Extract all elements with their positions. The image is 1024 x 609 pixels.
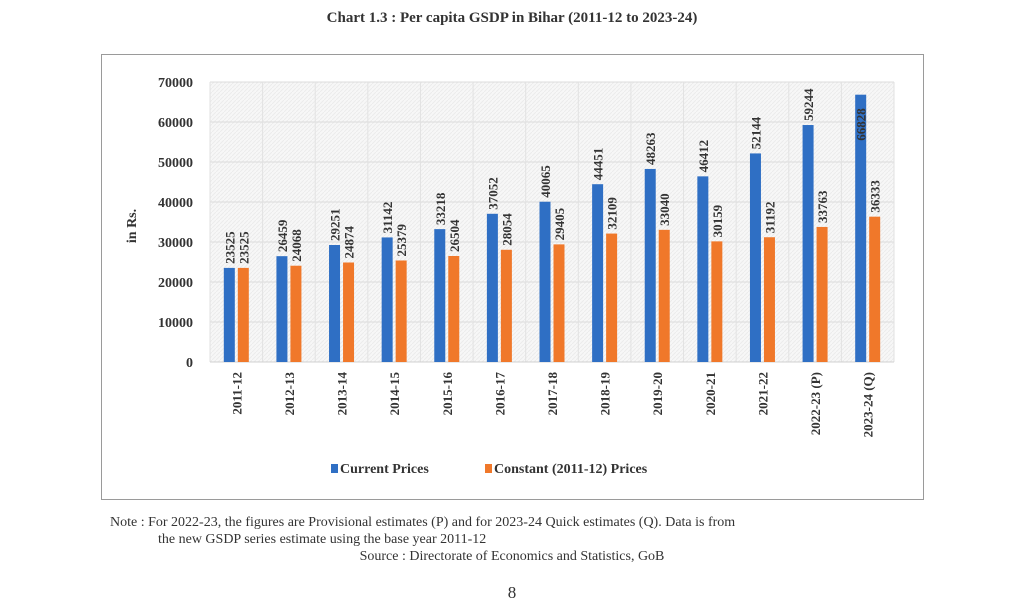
- bar-current-prices: [592, 184, 604, 362]
- data-label: 26459: [275, 219, 290, 252]
- bar-current-prices: [434, 229, 446, 362]
- x-tick-label: 2012-13: [282, 372, 297, 416]
- bar-constant-prices: [448, 255, 460, 362]
- bar-current-prices: [644, 168, 656, 362]
- legend-swatch-constant: [485, 464, 492, 473]
- x-axis-ticks: 2011-12 2012-13 2013-14 2014-15 2015-16 2016-…: [229, 372, 875, 438]
- note-line-1: Note : For 2022-23, the figures are Prov…: [110, 515, 736, 530]
- bar-constant-prices: [869, 216, 881, 362]
- data-label: 23525: [222, 231, 237, 264]
- data-label: 29405: [552, 207, 567, 240]
- legend-swatch-current: [331, 464, 338, 473]
- source-text: Source : Directorate of Economics and St…: [359, 549, 665, 564]
- x-tick-label: 2023-24 (Q): [861, 372, 876, 437]
- x-tick-label: 2018-19: [598, 372, 613, 416]
- y-tick-label: 0: [186, 356, 193, 371]
- note: Note : For 2022-23, the figures are Prov…: [110, 514, 930, 548]
- bar-current-prices: [749, 153, 761, 362]
- bar-constant-prices: [343, 262, 355, 362]
- y-tick-label: 30000: [158, 236, 193, 251]
- y-tick-label: 70000: [158, 76, 193, 91]
- x-tick-label: 2020-21: [703, 372, 718, 415]
- data-label: 33218: [433, 192, 448, 225]
- bar-current-prices: [855, 94, 867, 363]
- x-tick-label: 2015-16: [440, 372, 455, 416]
- y-tick-label: 60000: [158, 116, 193, 131]
- data-label: 31142: [380, 202, 395, 234]
- bar-constant-prices: [290, 265, 302, 362]
- gridlines: [209, 81, 895, 363]
- x-tick-label: 2014-15: [387, 372, 402, 416]
- bar-constant-prices: [711, 241, 723, 362]
- y-axis-label: in Rs.: [125, 209, 140, 243]
- x-tick-label: 2022-23 (P): [808, 372, 823, 435]
- bar-constant-prices: [763, 237, 775, 362]
- x-tick-label: 2021-22: [755, 372, 770, 415]
- data-label: 46412: [696, 140, 711, 173]
- data-label: 37052: [485, 177, 500, 210]
- plot-area: [210, 82, 894, 362]
- chart-title: Chart 1.3 : Per capita GSDP in Bihar (20…: [326, 10, 698, 26]
- bar-constant-prices: [237, 267, 249, 362]
- x-tick-label: 2011-12: [229, 372, 244, 415]
- y-tick-label: 20000: [158, 276, 193, 291]
- data-label: 40065: [538, 165, 553, 198]
- data-label: 48263: [643, 132, 658, 165]
- data-label: 24068: [289, 229, 304, 262]
- legend-label-current: Current Prices: [340, 462, 429, 477]
- bar-current-prices: [697, 176, 709, 362]
- legend: Current Prices Constant (2011-12) Prices: [331, 462, 648, 477]
- data-label: 26504: [447, 219, 462, 252]
- bar-current-prices: [276, 256, 288, 362]
- x-tick-label: 2013-14: [335, 372, 350, 416]
- bar-constant-prices: [500, 249, 512, 362]
- bar-current-prices: [486, 213, 498, 362]
- data-label: 33763: [815, 190, 830, 223]
- data-label: 66828: [854, 108, 869, 141]
- bar-current-prices: [802, 125, 814, 362]
- legend-label-constant: Constant (2011-12) Prices: [494, 462, 648, 477]
- data-label: 29251: [328, 208, 343, 241]
- bar-current-prices: [329, 244, 341, 362]
- bar-constant-prices: [606, 233, 618, 362]
- bar-constant-prices: [658, 229, 670, 362]
- y-tick-label: 10000: [158, 316, 193, 331]
- data-label: 33040: [657, 193, 672, 226]
- y-tick-label: 50000: [158, 156, 193, 171]
- x-tick-label: 2016-17: [492, 372, 507, 416]
- bar-current-prices: [223, 267, 235, 362]
- data-label: 24874: [342, 226, 357, 259]
- data-label: 28054: [499, 213, 514, 246]
- data-label: 36333: [868, 180, 883, 213]
- bar-current-prices: [539, 201, 551, 362]
- bar-constant-prices: [816, 226, 828, 362]
- bar-constant-prices: [553, 244, 565, 362]
- x-tick-label: 2019-20: [650, 372, 665, 415]
- data-label: 25379: [394, 223, 409, 256]
- data-label: 44451: [591, 148, 606, 181]
- y-axis-ticks: 0 10000 20000 30000 40000 50000 60000 70000: [158, 76, 193, 371]
- data-label: 31192: [762, 201, 777, 233]
- data-label: 59244: [801, 88, 816, 121]
- y-tick-label: 40000: [158, 196, 193, 211]
- bar-constant-prices: [395, 260, 407, 362]
- data-label: 23525: [236, 231, 251, 264]
- bar-current-prices: [381, 237, 393, 362]
- page-number: 8: [507, 583, 517, 602]
- x-tick-label: 2017-18: [545, 372, 560, 416]
- bars: [223, 94, 881, 363]
- data-label: 52144: [748, 116, 763, 149]
- data-label: 32109: [605, 197, 620, 230]
- note-line-2: the new GSDP series estimate using the b…: [158, 532, 487, 547]
- data-label: 30159: [710, 204, 725, 237]
